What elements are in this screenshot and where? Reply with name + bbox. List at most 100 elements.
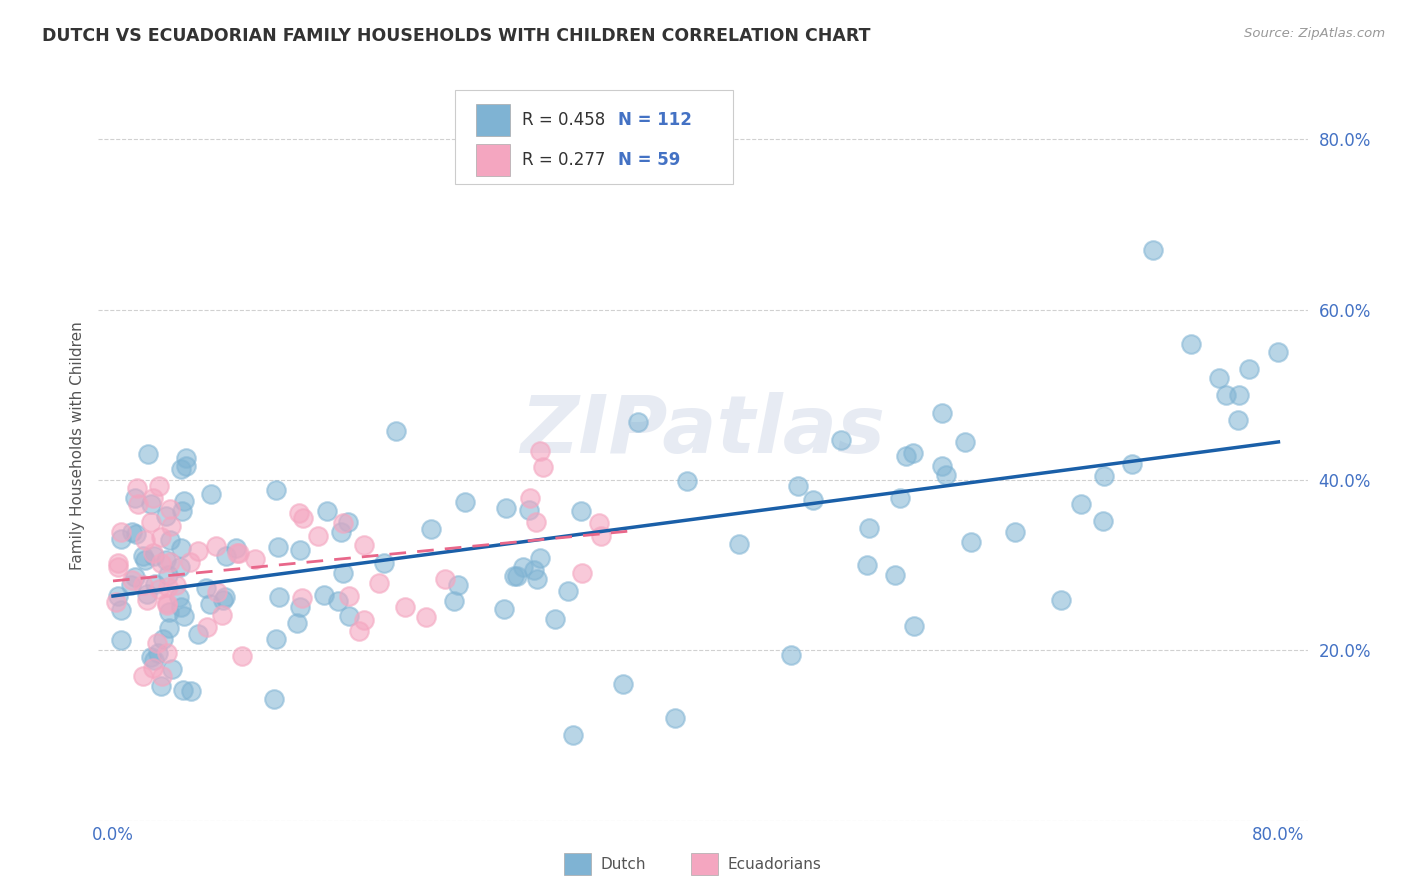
Point — [506, 568, 529, 582]
Point — [127, 497, 149, 511]
Point — [373, 557, 395, 571]
Point — [1142, 243, 1164, 257]
Point — [170, 462, 193, 476]
Point — [169, 590, 191, 604]
Point — [226, 546, 249, 560]
Point — [627, 415, 650, 429]
Point — [173, 493, 195, 508]
Point — [531, 460, 554, 475]
Point — [953, 435, 976, 450]
Point — [105, 595, 128, 609]
Text: Dutch: Dutch — [600, 856, 645, 871]
Point — [288, 506, 311, 520]
Point — [557, 584, 579, 599]
Text: R = 0.458: R = 0.458 — [522, 112, 605, 129]
Point — [159, 519, 181, 533]
Point — [420, 522, 443, 536]
Point — [155, 553, 177, 567]
Point — [110, 532, 132, 546]
Y-axis label: Family Households with Children: Family Households with Children — [69, 322, 84, 570]
Point — [150, 669, 173, 683]
FancyBboxPatch shape — [475, 104, 509, 136]
Text: R = 0.277: R = 0.277 — [522, 151, 605, 169]
Point — [110, 602, 132, 616]
Point — [884, 568, 907, 582]
Point — [1180, 336, 1202, 351]
Point — [207, 584, 229, 599]
Point — [931, 406, 953, 420]
Point — [125, 481, 148, 495]
Point — [664, 711, 686, 725]
Point — [195, 620, 218, 634]
Point — [264, 632, 287, 646]
Point — [1050, 593, 1073, 607]
Point — [225, 541, 247, 555]
Point — [855, 558, 877, 573]
Point — [960, 535, 983, 549]
Point — [211, 608, 233, 623]
Point — [290, 543, 312, 558]
Point — [263, 692, 285, 706]
Point — [901, 445, 924, 459]
Point — [143, 652, 166, 666]
Point — [149, 556, 172, 570]
Point — [523, 563, 546, 577]
Point — [245, 552, 267, 566]
Point — [612, 676, 634, 690]
Point — [135, 587, 157, 601]
Point — [266, 483, 288, 497]
Point — [200, 487, 222, 501]
Point — [591, 529, 613, 543]
Point — [931, 459, 953, 474]
Point — [1070, 497, 1092, 511]
Point — [562, 729, 585, 743]
Point — [1239, 362, 1261, 376]
Point — [779, 648, 801, 663]
Point — [267, 540, 290, 554]
Point — [173, 608, 195, 623]
Point — [1226, 413, 1249, 427]
Point — [149, 530, 172, 544]
Point — [830, 434, 852, 448]
Point — [903, 618, 925, 632]
Point — [337, 589, 360, 603]
Point — [141, 515, 163, 529]
Point — [569, 503, 592, 517]
Point — [174, 458, 197, 473]
Point — [187, 627, 209, 641]
Point — [316, 504, 339, 518]
Point — [172, 683, 194, 698]
Point — [142, 549, 165, 564]
Point — [1092, 468, 1115, 483]
Point — [394, 600, 416, 615]
Point — [524, 516, 547, 530]
Point — [136, 592, 159, 607]
Text: ZIPatlas: ZIPatlas — [520, 392, 886, 470]
Point — [1004, 524, 1026, 539]
Point — [292, 511, 315, 525]
Point — [544, 612, 567, 626]
Point — [160, 662, 183, 676]
Point — [120, 578, 142, 592]
Point — [1091, 514, 1114, 528]
Point — [159, 555, 181, 569]
Point — [935, 468, 957, 483]
Point — [124, 491, 146, 505]
Point — [169, 600, 191, 615]
FancyBboxPatch shape — [564, 853, 591, 875]
Point — [174, 450, 197, 465]
Point — [519, 491, 541, 505]
Point — [1267, 345, 1289, 359]
Point — [139, 650, 162, 665]
Text: N = 112: N = 112 — [619, 112, 692, 129]
Point — [124, 570, 146, 584]
Point — [205, 539, 228, 553]
Point — [512, 560, 534, 574]
Point — [180, 683, 202, 698]
Point — [314, 588, 336, 602]
Point — [675, 475, 697, 489]
Point — [142, 546, 165, 560]
Point — [336, 515, 359, 529]
Point — [136, 447, 159, 461]
Point — [526, 572, 548, 586]
